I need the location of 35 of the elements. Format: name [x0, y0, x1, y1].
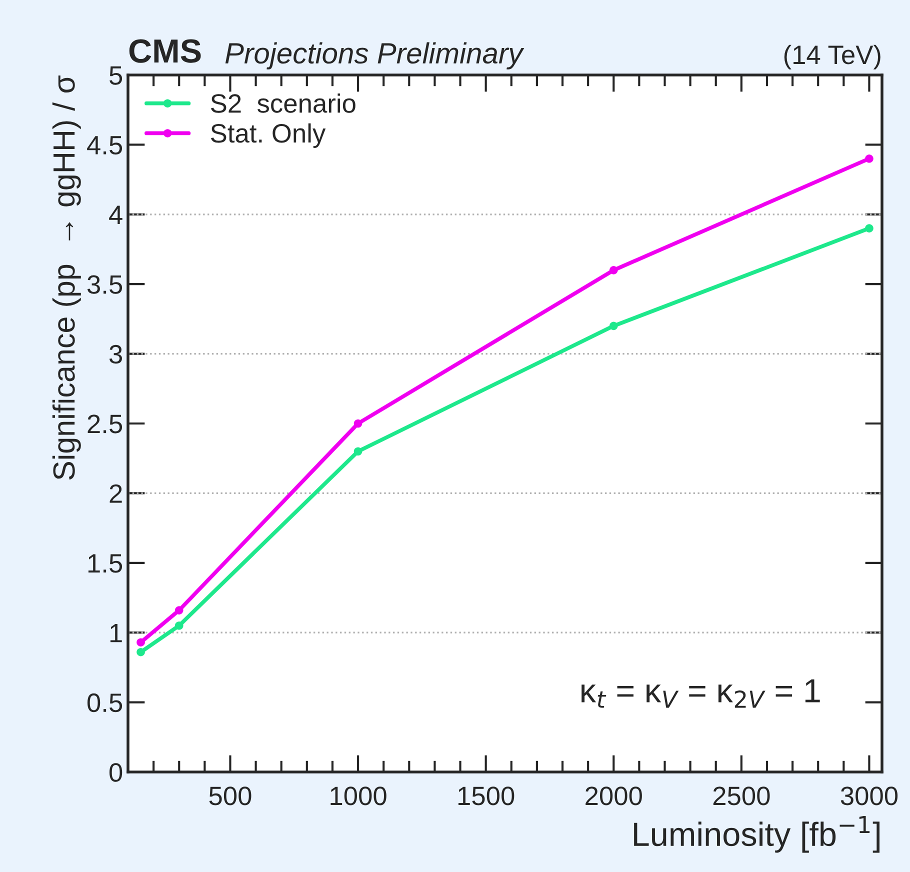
y-tick-label: 0.5 — [87, 693, 122, 712]
x-tick-label: 3000 — [840, 786, 898, 806]
x-tick-label: 1000 — [330, 786, 386, 806]
y-tick-label: 3 — [109, 344, 122, 364]
point — [174, 606, 184, 614]
point — [609, 266, 618, 274]
x-tick-label: 500 — [209, 786, 252, 806]
y-tick-label: 2 — [110, 484, 122, 503]
x-axis-title: Luminosity [fb$^{−1}$] — [634, 816, 880, 853]
point — [354, 419, 362, 428]
annotation: κ$_{t}$ = κ$_{V}$ = κ$_{2V}$ = 1 — [582, 679, 820, 708]
x-tick-label: 2500 — [713, 786, 770, 806]
point — [136, 648, 145, 656]
point — [174, 621, 184, 630]
x-tick-label: 1500 — [458, 786, 514, 806]
y-tick-label: 0 — [109, 763, 122, 782]
y-tick-label: 4 — [109, 206, 122, 224]
text: (14 TeV) — [784, 44, 880, 70]
text: Projections Preliminary — [225, 42, 524, 70]
point — [865, 224, 874, 233]
point — [865, 154, 874, 163]
y-tick-label: 3.5 — [87, 275, 122, 294]
y-tick-label: 2.5 — [88, 414, 122, 434]
text: CMS — [129, 39, 201, 63]
y-tick-label: 1.5 — [88, 554, 122, 573]
y-axis-title: Significance (pp → ggHH) / σ — [52, 75, 81, 480]
legend-label: S2 scenario — [211, 93, 356, 113]
x-tick-label: 2000 — [586, 786, 642, 806]
point — [354, 447, 362, 456]
y-tick-label: 5 — [110, 66, 122, 85]
y-tick-label: 4.5 — [87, 136, 122, 155]
legend-label: Stat. Only — [211, 123, 326, 148]
point — [136, 638, 145, 647]
y-tick-label: 1 — [110, 624, 122, 642]
point — [609, 322, 618, 330]
